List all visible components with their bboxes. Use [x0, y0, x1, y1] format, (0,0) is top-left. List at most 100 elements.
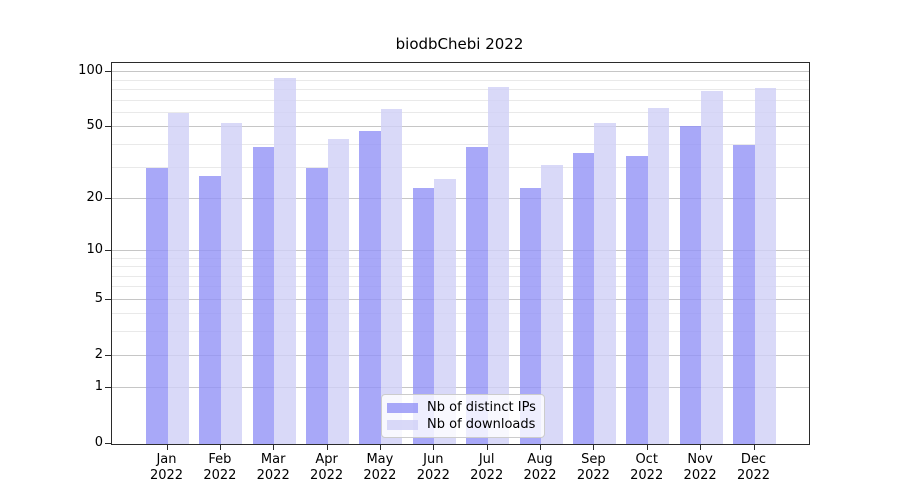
gridline-minor	[112, 89, 809, 91]
x-tick-label: Apr 2022	[292, 452, 362, 484]
y-tick-label: 5	[94, 290, 103, 306]
y-tick-label: 1	[94, 379, 103, 395]
bar-downloads	[220, 122, 243, 444]
x-tick-mark	[326, 445, 328, 450]
bar-distinct-ips	[252, 147, 275, 444]
gridline-major	[112, 249, 809, 251]
gridline-major	[112, 298, 809, 300]
x-tick-month: Nov	[687, 452, 713, 467]
x-tick-year: 2022	[630, 468, 664, 483]
bar-downloads	[701, 91, 723, 444]
x-tick-month: May	[366, 452, 394, 467]
legend-label: Nb of distinct IPs	[427, 400, 536, 415]
y-tick-label: 20	[86, 189, 103, 205]
x-tick-mark	[700, 445, 702, 450]
x-tick-label: Feb 2022	[185, 452, 255, 484]
x-tick-mark	[273, 445, 275, 450]
x-tick-label: Mar 2022	[238, 452, 308, 484]
bar-downloads	[487, 87, 510, 444]
gridline-minor	[112, 331, 809, 333]
plot-area: Nb of distinct IPs Nb of downloads	[111, 62, 810, 445]
legend-swatch	[387, 403, 418, 413]
x-tick-mark	[379, 445, 381, 450]
x-tick-mark	[646, 445, 648, 450]
gridline-major	[112, 126, 809, 128]
gridline-major	[112, 387, 809, 389]
x-tick-year: 2022	[683, 468, 717, 483]
bar-downloads	[594, 122, 616, 444]
bar-downloads	[167, 113, 189, 444]
y-tick-mark	[105, 298, 111, 300]
gridline-minor	[112, 257, 809, 259]
y-tick-label: 0	[94, 435, 103, 450]
x-tick-year: 2022	[256, 468, 290, 483]
bar-downloads	[434, 178, 456, 444]
bar-distinct-ips	[679, 125, 702, 444]
legend-label: Nb of downloads	[427, 417, 536, 432]
gridline-minor	[112, 166, 809, 168]
gridline-minor	[112, 266, 809, 268]
x-tick-label: Nov 2022	[665, 452, 735, 484]
x-tick-mark	[166, 445, 168, 450]
x-tick-mark	[486, 445, 488, 450]
x-tick-year: 2022	[363, 468, 397, 483]
x-tick-month: Mar	[260, 452, 286, 467]
x-tick-label: Dec 2022	[719, 452, 789, 484]
y-tick-mark	[105, 354, 111, 356]
bar-downloads	[380, 109, 403, 444]
x-tick-year: 2022	[470, 468, 504, 483]
x-tick-year: 2022	[576, 468, 610, 483]
x-tick-label: Jun 2022	[398, 452, 468, 484]
x-tick-month: Apr	[315, 452, 338, 467]
gridline-minor	[112, 313, 809, 315]
y-tick-mark	[105, 197, 111, 199]
x-tick-year: 2022	[523, 468, 557, 483]
bar-distinct-ips	[146, 167, 168, 444]
gridline-minor	[112, 275, 809, 277]
x-tick-label: May 2022	[345, 452, 415, 484]
x-tick-month: Sep	[581, 452, 606, 467]
bar-distinct-ips	[199, 175, 221, 444]
x-tick-mark	[753, 445, 755, 450]
bar-distinct-ips	[572, 153, 595, 444]
x-tick-mark	[593, 445, 595, 450]
chart-title: biodbChebi 2022	[395, 35, 524, 53]
x-tick-label: Jul 2022	[452, 452, 522, 484]
gridline-minor	[112, 144, 809, 145]
gridline-major	[112, 354, 809, 356]
y-tick-mark	[105, 249, 111, 251]
x-tick-label: Aug 2022	[505, 452, 575, 484]
bar-downloads	[327, 139, 350, 444]
y-tick-mark	[105, 387, 111, 389]
x-tick-year: 2022	[203, 468, 237, 483]
bar-distinct-ips	[306, 167, 328, 444]
gridline-minor	[112, 286, 809, 288]
x-tick-month: Jul	[478, 452, 495, 467]
y-tick-label: 50	[86, 118, 103, 134]
legend: Nb of distinct IPs Nb of downloads	[381, 394, 545, 438]
x-tick-month: Jun	[423, 452, 444, 467]
x-tick-month: Oct	[635, 452, 658, 467]
x-tick-year: 2022	[149, 468, 184, 483]
bar-distinct-ips	[412, 188, 435, 444]
y-tick-mark	[105, 126, 111, 128]
gridline-minor	[112, 99, 809, 101]
bar-distinct-ips	[466, 147, 488, 444]
bar-distinct-ips	[359, 130, 381, 444]
y-tick-mark	[105, 443, 111, 444]
x-tick-mark	[219, 445, 221, 450]
bar-distinct-ips	[519, 188, 541, 444]
gridline-minor	[112, 112, 809, 113]
y-tick-mark	[105, 71, 111, 73]
x-tick-month: Jan	[156, 452, 177, 467]
x-tick-year: 2022	[736, 468, 771, 483]
x-tick-month: Feb	[208, 452, 232, 467]
legend-swatch	[387, 420, 418, 430]
bar-distinct-ips	[626, 155, 648, 444]
bar-downloads	[647, 107, 670, 444]
x-tick-mark	[433, 445, 435, 450]
x-tick-label: Sep 2022	[558, 452, 628, 484]
x-tick-label: Jan 2022	[132, 452, 202, 484]
gridline-major	[112, 71, 809, 73]
